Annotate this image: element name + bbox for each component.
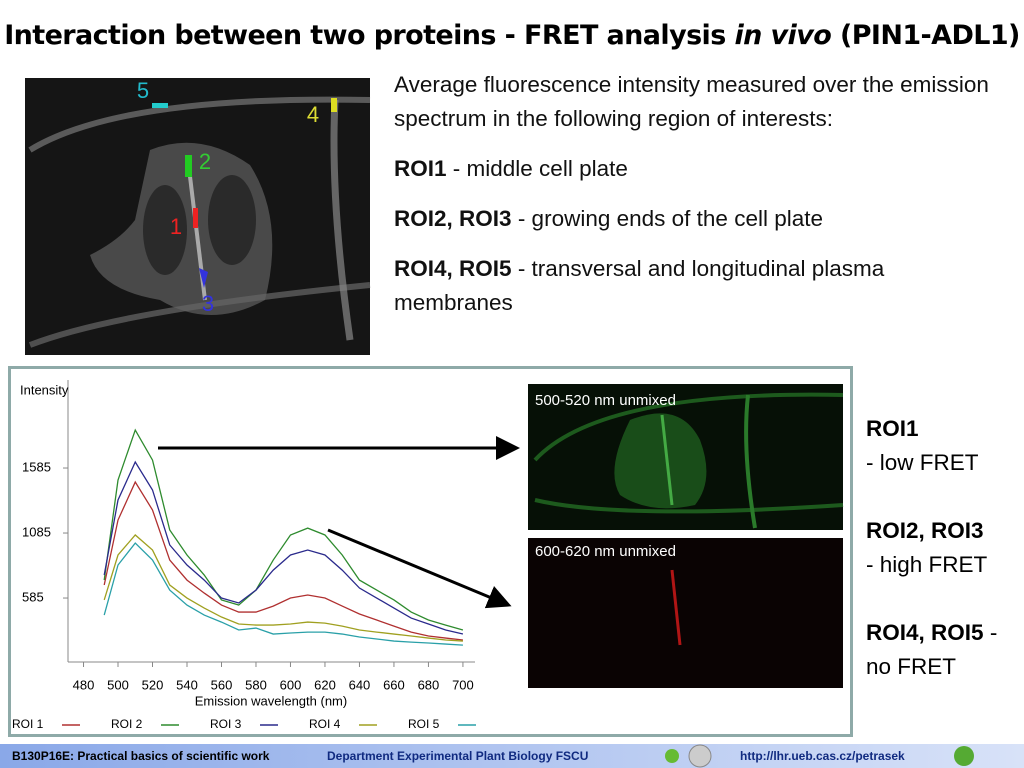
arrow	[327, 528, 512, 609]
roi-label: 2	[199, 149, 211, 174]
logo	[688, 744, 712, 768]
x-axis-label: Emission wavelength (nm)	[195, 693, 347, 708]
footer-department: Department Experimental Plant Biology FS…	[327, 749, 588, 763]
footer-url: http://lhr.ueb.cas.cz/petrasek	[740, 749, 905, 763]
cell	[614, 413, 707, 509]
x-tick-label: 660	[383, 677, 405, 692]
roi-label: 3	[202, 291, 214, 316]
y-tick-label: 585	[22, 589, 44, 604]
legend-label: ROI 4	[309, 717, 341, 731]
item: ROI2, ROI3 - growing ends of the cell pl…	[394, 206, 823, 231]
item: ROI1 - middle cell plate	[394, 156, 628, 181]
roi-marker	[199, 268, 208, 288]
footer-course: B130P16E: Practical basics of scientific…	[12, 749, 270, 763]
chart-panel	[8, 366, 853, 737]
x-tick-label: 520	[142, 677, 164, 692]
logo	[954, 746, 974, 766]
roi-label: 4	[307, 102, 319, 127]
cell-plate	[670, 569, 682, 646]
series-line	[103, 542, 463, 646]
legend-label: ROI 2	[111, 717, 143, 731]
series-line	[103, 428, 464, 631]
x-tick-label: 700	[452, 677, 474, 692]
cell-wall	[28, 282, 371, 348]
y-tick-label: 1085	[22, 524, 51, 539]
x-tick-label: 560	[211, 677, 233, 692]
vacuole	[208, 175, 256, 265]
x-tick-label: 600	[280, 677, 302, 692]
roi-label: 1	[170, 214, 182, 239]
conclusion: ROI1- low FRET	[866, 416, 979, 475]
image-label: 500-520 nm unmixed	[535, 392, 676, 409]
roi-marker	[331, 98, 337, 112]
item: ROI4, ROI5 - transversal and longitudina…	[394, 256, 885, 315]
series-line	[103, 480, 464, 641]
cell-wall	[534, 498, 844, 514]
unmixed-image	[528, 538, 843, 688]
conclusion: ROI4, ROI5 - no FRET	[866, 620, 998, 679]
y-tick-label: 1585	[22, 459, 51, 474]
x-tick-label: 640	[349, 677, 371, 692]
roi-marker	[185, 155, 192, 177]
x-tick-label: 680	[418, 677, 440, 692]
image-label: 600-620 nm unmixed	[535, 543, 676, 560]
series-line	[103, 534, 463, 642]
x-tick-label: 500	[107, 677, 129, 692]
slide-title: Interaction between two proteins - FRET …	[4, 20, 1020, 51]
intro: Average fluorescence intensity measured …	[394, 72, 989, 131]
cell-wall	[533, 392, 844, 462]
description: Average fluorescence intensity measured …	[394, 68, 994, 336]
roi-marker	[152, 103, 168, 108]
cell-wall	[330, 99, 354, 341]
x-tick-label: 580	[245, 677, 267, 692]
vacuole	[143, 185, 187, 275]
legend-label: ROI 3	[210, 717, 242, 731]
legend-label: ROI 5	[408, 717, 440, 731]
series-line	[103, 460, 464, 635]
legend-label: ROI 1	[12, 717, 44, 731]
footer-bar	[0, 744, 1024, 768]
x-tick-label: 620	[314, 677, 336, 692]
cell-wall	[28, 96, 371, 153]
x-tick-label: 480	[73, 677, 95, 692]
conclusions: ROI1- low FRET ROI2, ROI3- high FRET ROI…	[866, 412, 1021, 718]
roi-marker	[193, 208, 198, 228]
y-axis-label: Intensity	[20, 382, 69, 397]
cell-wall	[744, 394, 757, 529]
conclusion: ROI2, ROI3- high FRET	[866, 518, 988, 577]
roi-label: 5	[137, 78, 149, 103]
logo	[665, 749, 679, 763]
x-tick-label: 540	[176, 677, 198, 692]
cell-plate	[660, 414, 674, 506]
